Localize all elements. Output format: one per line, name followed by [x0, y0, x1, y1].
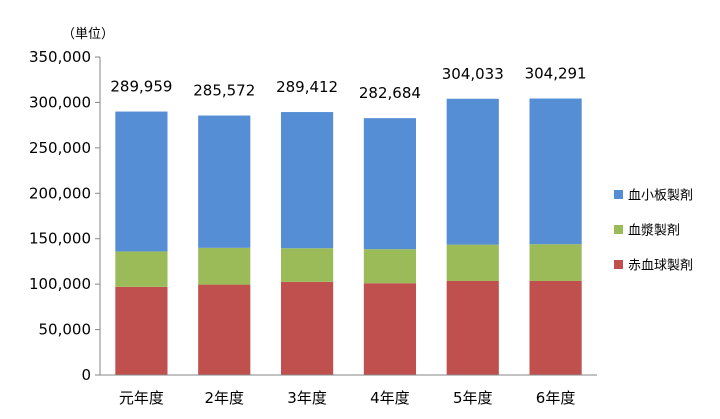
bars [115, 98, 582, 375]
bar-segment [363, 249, 417, 284]
legend-entry-label: 赤血球製剤 [628, 258, 693, 274]
axes [99, 57, 597, 376]
y-axis-ticks: 0 50,000 100,000 150,000 200,000 250,000 300,0… [29, 48, 100, 384]
y-tick-label: 350,000 [29, 48, 91, 66]
unit-label: （単位） [62, 26, 114, 42]
bar-segment [198, 115, 251, 248]
y-tick-label: 50,000 [39, 321, 92, 339]
y-tick-label: 300,000 [29, 93, 91, 111]
y-tick-label: 200,000 [29, 184, 91, 202]
y-tick-label: 100,000 [29, 275, 91, 293]
bar-segment [280, 248, 334, 282]
y-tick-label: 250,000 [29, 139, 91, 157]
bar-segment [446, 280, 499, 375]
bar-segment [115, 111, 168, 252]
bar-segment [446, 98, 499, 245]
total-data-label: 289,412 [276, 78, 338, 96]
total-labels: 289,959 285,572 289,412 282,684 304,033 304,2… [110, 65, 586, 103]
bar-segment [198, 247, 251, 285]
bar-segment [363, 283, 417, 375]
total-data-label: 304,291 [525, 65, 587, 83]
total-data-label: 285,572 [193, 82, 255, 100]
total-data-label: 304,033 [442, 65, 504, 83]
x-category-label: 4年度 [370, 389, 410, 407]
legend-entry-label: 血小板製剤 [628, 188, 693, 204]
bar-segment [115, 286, 168, 375]
x-category-label: 元年度 [119, 389, 164, 407]
legend-entry-label: 血漿製剤 [628, 223, 680, 239]
bar-segment [280, 281, 334, 375]
y-tick-label: 0 [81, 366, 91, 384]
x-category-label: 6年度 [536, 389, 576, 407]
total-data-label: 282,684 [359, 84, 421, 102]
x-category-label: 2年度 [204, 389, 244, 407]
x-category-label: 3年度 [287, 389, 327, 407]
legend-swatch [614, 260, 623, 269]
legend-swatch [614, 225, 623, 234]
total-data-label: 289,959 [110, 78, 172, 96]
y-tick-label: 150,000 [29, 230, 91, 248]
bar-segment [529, 244, 582, 281]
bar-segment [529, 98, 582, 245]
bar-segment [115, 251, 168, 287]
bar-segment [446, 244, 499, 281]
x-category-label: 5年度 [453, 389, 493, 407]
bar-segment [280, 112, 334, 249]
legend-swatch [614, 190, 623, 199]
bar-segment [198, 284, 251, 375]
x-axis-categories: 元年度 2年度 3年度 4年度 5年度 6年度 [119, 389, 575, 407]
bar-segment [529, 280, 582, 375]
bar-segment [363, 118, 417, 250]
